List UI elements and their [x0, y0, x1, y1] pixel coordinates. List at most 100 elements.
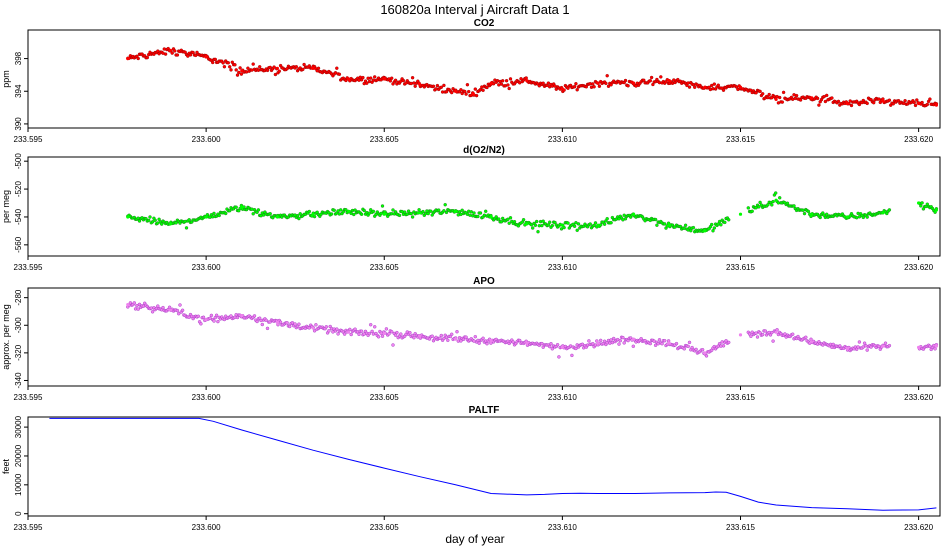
data-point	[774, 191, 778, 195]
data-point	[390, 330, 394, 334]
x-tick-label: 233.615	[726, 393, 755, 402]
x-tick-label: 233.600	[192, 263, 221, 272]
data-point	[410, 215, 415, 219]
data-point	[268, 65, 272, 70]
data-point	[917, 345, 921, 349]
data-point	[548, 220, 552, 224]
data-point	[337, 72, 342, 77]
data-point	[173, 49, 177, 53]
data-point	[575, 228, 579, 233]
data-point	[359, 329, 364, 333]
data-point	[227, 65, 232, 69]
data-point	[792, 204, 796, 208]
data-point	[369, 208, 373, 212]
data-point	[163, 52, 168, 56]
data-point	[442, 336, 446, 341]
data-point	[497, 217, 501, 221]
data-point	[622, 341, 626, 345]
data-point	[562, 225, 566, 230]
data-point	[763, 329, 767, 333]
data-point	[653, 343, 658, 347]
data-point	[437, 208, 441, 212]
data-point	[395, 330, 399, 335]
data-point	[481, 336, 485, 340]
data-point	[566, 221, 570, 225]
data-point	[324, 325, 328, 329]
x-tick-label: 233.605	[370, 135, 399, 144]
x-tick-label: 233.615	[726, 135, 755, 144]
data-point	[212, 319, 216, 323]
data-point	[459, 88, 463, 92]
data-point	[369, 323, 373, 327]
data-point	[214, 313, 219, 317]
data-point	[196, 314, 201, 318]
data-point	[332, 208, 336, 213]
data-point	[314, 323, 318, 327]
data-point	[560, 345, 565, 349]
data-point	[265, 326, 270, 331]
data-point	[810, 212, 814, 216]
data-point	[700, 348, 705, 352]
data-point	[453, 209, 458, 213]
data-point	[917, 101, 921, 106]
data-point	[925, 102, 929, 107]
data-point	[570, 353, 574, 358]
data-point	[804, 335, 808, 339]
data-point	[295, 213, 300, 218]
y-tick-label: -300	[14, 317, 23, 334]
data-point	[335, 327, 339, 331]
data-point	[560, 223, 565, 227]
data-point	[574, 81, 578, 86]
data-point	[817, 103, 821, 107]
data-point	[256, 208, 261, 212]
data-point	[188, 53, 193, 57]
x-tick-label: 233.620	[904, 393, 933, 402]
data-point	[621, 335, 625, 340]
data-point	[352, 212, 356, 217]
x-tick-label: 233.610	[548, 263, 577, 272]
data-point	[592, 85, 596, 89]
data-point	[297, 216, 301, 221]
data-point	[887, 343, 892, 348]
data-point	[721, 344, 726, 348]
data-point	[460, 208, 464, 213]
data-point	[430, 334, 434, 338]
data-point	[580, 342, 585, 346]
data-point	[648, 78, 652, 83]
data-point	[667, 79, 671, 83]
data-point	[755, 335, 760, 339]
data-point	[136, 56, 140, 61]
data-point	[861, 215, 865, 220]
data-point	[252, 314, 257, 318]
data-point	[648, 341, 652, 346]
data-point	[388, 79, 392, 83]
data-point	[694, 347, 698, 352]
data-point	[329, 212, 334, 216]
data-point	[605, 73, 609, 78]
data-point	[339, 208, 343, 212]
data-point	[413, 84, 417, 88]
data-point	[371, 209, 376, 214]
plot-frame	[27, 416, 941, 517]
data-point	[617, 342, 621, 346]
x-tick-label: 233.600	[192, 393, 221, 402]
data-point	[533, 223, 538, 228]
data-point	[928, 97, 932, 101]
data-point	[255, 319, 259, 324]
data-point	[750, 209, 754, 214]
data-point	[712, 82, 716, 86]
data-point	[199, 322, 203, 326]
data-point	[446, 338, 450, 342]
data-point	[716, 83, 720, 87]
data-point	[845, 101, 850, 106]
figure-title: 160820a Interval j Aircraft Data 1	[380, 2, 569, 17]
data-point	[597, 84, 602, 89]
data-point	[251, 62, 255, 66]
data-point	[201, 315, 206, 319]
data-point	[485, 342, 489, 346]
x-tick-label: 233.610	[548, 135, 577, 144]
x-tick-label: 233.615	[726, 523, 755, 532]
data-point	[691, 225, 696, 230]
data-point	[794, 93, 799, 98]
data-point	[126, 215, 130, 219]
